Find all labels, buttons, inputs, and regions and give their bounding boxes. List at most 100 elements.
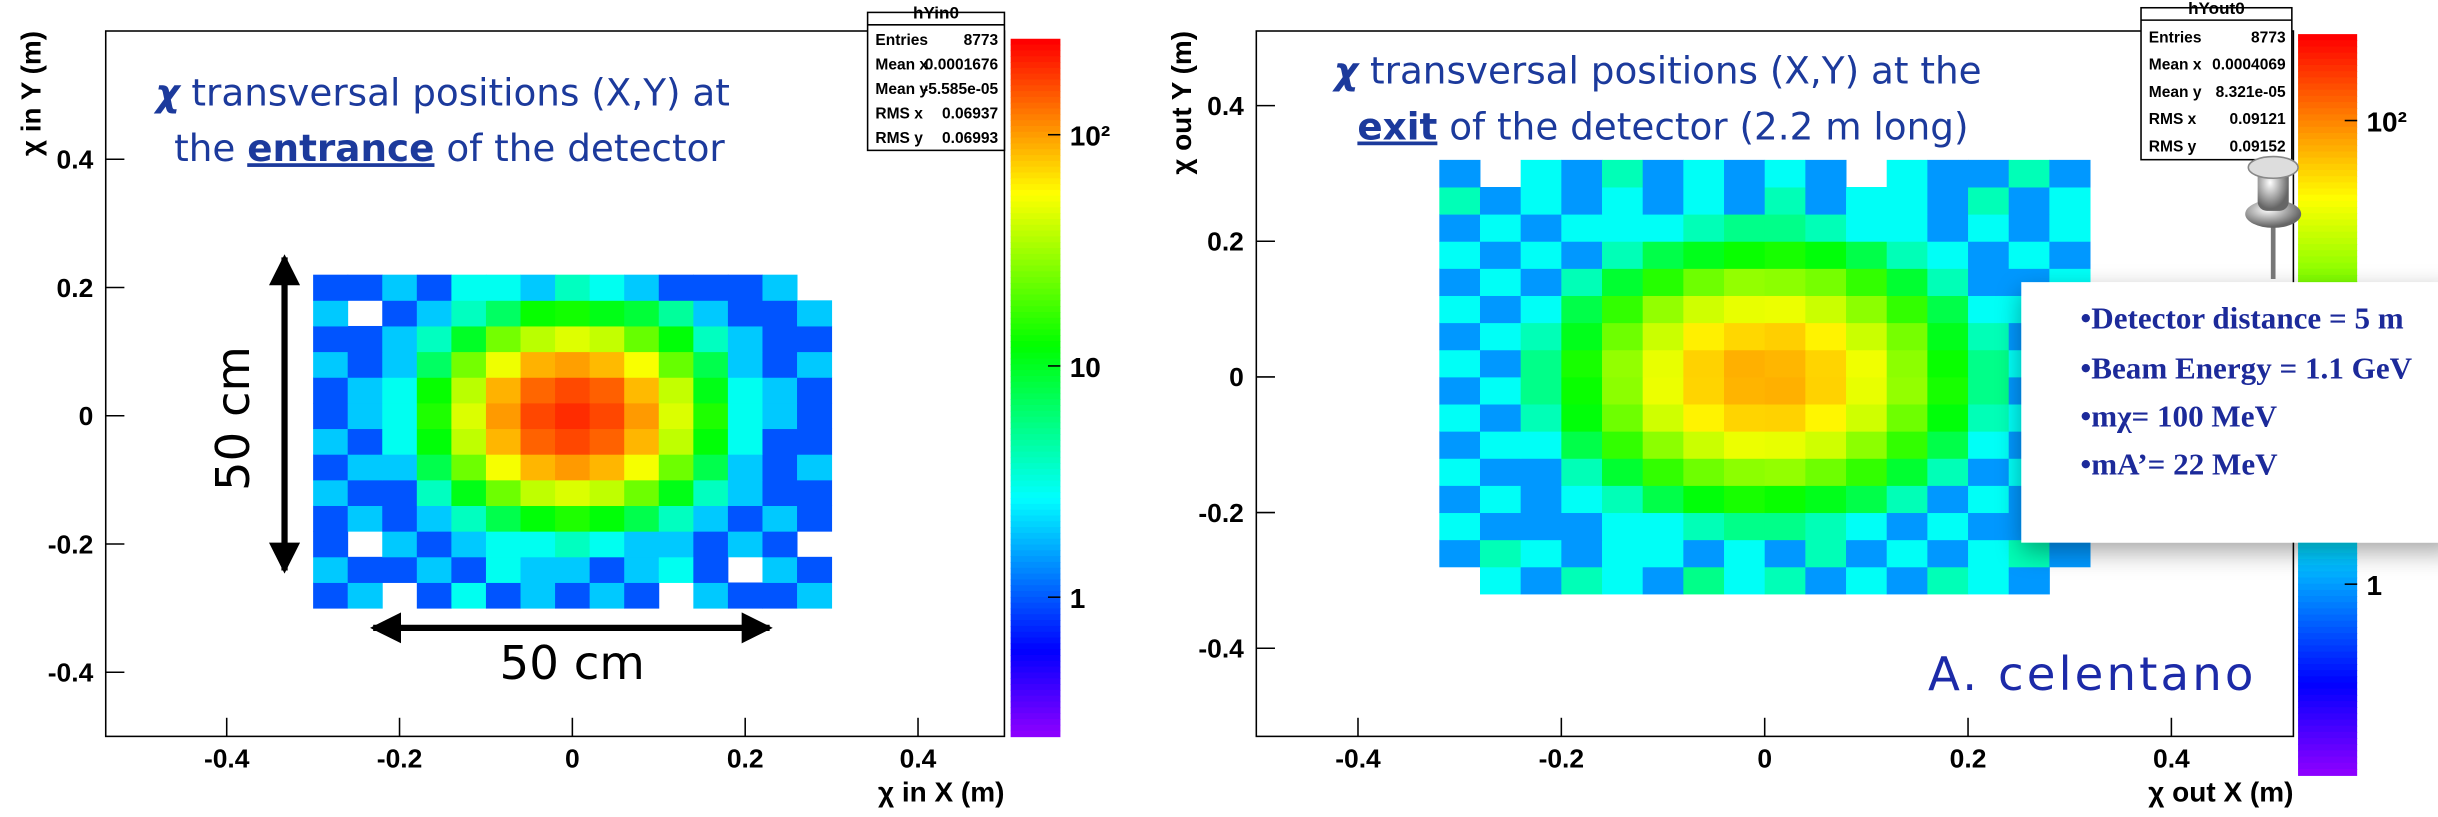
cell (762, 402, 798, 430)
cell (313, 428, 349, 455)
cell (1683, 214, 1725, 242)
cell (1520, 268, 1562, 296)
colorbar-segment (1010, 515, 1061, 523)
colorbar-segment (1010, 620, 1061, 627)
cell (1561, 349, 1603, 378)
cell (1724, 431, 1766, 459)
colorbar-segment (1010, 544, 1061, 552)
colorbar-segment (2298, 620, 2358, 628)
cell (416, 479, 452, 506)
colorbar-segment (2298, 589, 2358, 597)
cell (1968, 322, 2010, 351)
colorbar-segment (2298, 657, 2358, 665)
cell (727, 454, 763, 481)
cell (1846, 485, 1888, 514)
cell (1724, 349, 1766, 378)
cell (658, 325, 694, 353)
cell (1805, 241, 1847, 269)
cell (2008, 566, 2050, 595)
cell (347, 377, 383, 404)
colorbar-segment (2298, 571, 2358, 579)
colorbar-segment (2298, 540, 2358, 548)
cell (313, 325, 349, 353)
cell (1846, 349, 1888, 378)
title-text: of the detector (2.2 m long) (1449, 105, 1968, 149)
cell (797, 479, 833, 506)
colorbar-segment (2298, 145, 2358, 153)
title-line: the entrance of the detector (174, 126, 725, 170)
cell (1683, 404, 1725, 432)
x-tick-label: 0 (1757, 743, 1772, 773)
y-tick-label: 0 (1229, 362, 1244, 392)
colorbar-segment (1010, 602, 1061, 610)
colorbar-segment (2298, 546, 2358, 554)
colorbar-segment (1010, 62, 1061, 69)
cell (762, 505, 798, 532)
cell (693, 377, 729, 404)
cell (1602, 485, 1644, 514)
cell (1927, 322, 1969, 351)
colorbar-segment (1010, 79, 1061, 87)
cell (347, 582, 383, 609)
cell (658, 505, 694, 532)
cell (658, 556, 694, 583)
cell (1520, 322, 1562, 351)
cell (1927, 512, 1969, 541)
cell (520, 531, 556, 558)
colorbar-segment (1010, 474, 1061, 482)
colorbar-segment (1010, 311, 1061, 319)
cell (555, 582, 591, 609)
cell (1886, 295, 1928, 324)
colorbar-segment (2298, 40, 2358, 48)
cell (1805, 539, 1847, 568)
cell (589, 531, 625, 558)
cell (2049, 567, 2090, 595)
cell (555, 531, 591, 558)
cell (1927, 295, 1969, 324)
colorbar-segment (1010, 213, 1061, 220)
colorbar-segment (1010, 300, 1061, 307)
cell (451, 300, 487, 327)
x-tick-label: 0 (565, 743, 580, 773)
cell (1683, 539, 1725, 568)
colorbar-segment (1010, 108, 1061, 116)
cell (1480, 241, 1522, 269)
colorbar-segment (2298, 225, 2358, 233)
cell (1602, 214, 1644, 242)
colorbar-segment (1010, 405, 1061, 412)
popup-box (2021, 282, 2438, 543)
cell (347, 454, 383, 481)
cell (1764, 268, 1806, 296)
x-tick-label: -0.4 (1335, 743, 1381, 773)
colorbar-segment (1010, 532, 1061, 540)
cell (1968, 566, 2010, 595)
colorbar-segment (2298, 95, 2358, 103)
colorbar-segment (2298, 163, 2358, 171)
cell (313, 531, 349, 558)
y-axis-label: χ out Y (m) (1166, 31, 1197, 175)
colorbar-segment (1010, 631, 1061, 639)
colorbar-segment (1010, 149, 1061, 156)
y-tick-label: -0.4 (48, 658, 94, 688)
cell (1927, 241, 1969, 269)
cell (2008, 159, 2050, 188)
cell (1480, 376, 1522, 405)
cell (1724, 159, 1766, 188)
cell (2008, 214, 2050, 242)
cell (1642, 159, 1684, 188)
cell (1886, 159, 1928, 188)
colorbar-segment (1010, 614, 1061, 621)
colorbar-segment (1010, 718, 1061, 726)
colorbar-segment (2298, 768, 2358, 776)
colorbar-segment (1010, 137, 1061, 145)
colorbar-segment (2298, 83, 2358, 91)
cell (1846, 431, 1888, 459)
colorbar-segment (1010, 96, 1061, 104)
cell (520, 428, 556, 455)
colorbar-segment (2298, 756, 2358, 764)
colorbar-segment (1010, 434, 1061, 441)
colorbar-segment (2298, 707, 2358, 715)
cell (1480, 187, 1522, 215)
colorbar-segment (1010, 387, 1061, 395)
cell (485, 274, 521, 301)
